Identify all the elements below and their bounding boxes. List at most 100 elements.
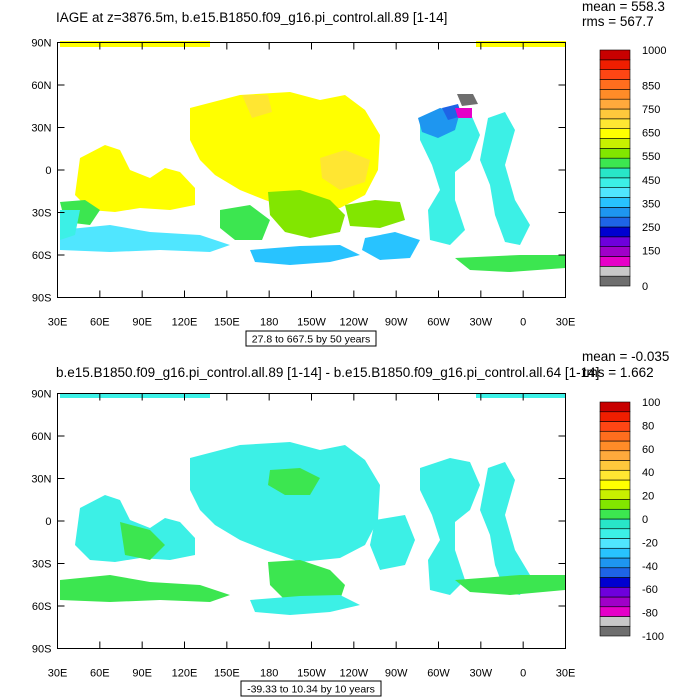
colorbar-swatch: [599, 508, 631, 520]
atlantic-region: [420, 458, 480, 595]
y-tick-label: 90S: [32, 644, 52, 656]
southern-ocean-east: [362, 232, 420, 260]
atlantic-grey-patch: [457, 94, 478, 106]
southern-ocean-mid: [250, 245, 360, 265]
colorbar-label: 150: [642, 246, 660, 258]
colorbar: 100 80 60 40 20 0 -20 -40 -60 -80 -100: [599, 397, 664, 643]
colorbar-swatch: [599, 430, 631, 442]
colorbar-swatch: [599, 518, 631, 530]
y-tick-label: 30S: [32, 559, 52, 571]
colorbar-swatch: [599, 547, 631, 559]
colorbar-swatch: [599, 596, 631, 608]
colorbar-swatch: [599, 108, 631, 120]
colorbar-swatch: [599, 421, 631, 432]
colorbar-swatch: [599, 167, 631, 179]
panel-top: IAGE at z=3876.5m, b.e15.B1850.f09_g16.p…: [31, 0, 666, 347]
y-ticks: 90N 60N 30N 0 30S 60S 90S: [31, 389, 566, 656]
map-field: [60, 41, 566, 272]
colorbar-label: 550: [642, 151, 660, 163]
colorbar-swatch: [599, 118, 631, 129]
colorbar-swatch: [599, 275, 631, 287]
y-tick-label: 0: [45, 165, 51, 177]
colorbar-swatch: [599, 557, 631, 569]
colorbar-swatch: [599, 528, 631, 539]
y-tick-label: 60S: [32, 601, 52, 613]
pacific-orange-north: [242, 95, 272, 118]
colorbar-swatch: [599, 489, 631, 500]
x-tick-label: 60E: [90, 668, 110, 680]
colorbar-label: 750: [642, 104, 660, 116]
contour-info: -39.33 to 10.34 by 10 years: [247, 684, 375, 696]
colorbar-label: 650: [642, 128, 660, 140]
rms-stat: rms = 1.662: [582, 365, 654, 380]
colorbar-swatch: [599, 401, 631, 413]
colorbar-swatch: [599, 606, 631, 617]
atlantic-region-east: [480, 112, 530, 245]
x-tick-label: 150E: [214, 317, 240, 329]
colorbar-label: 250: [642, 222, 660, 234]
x-tick-label: 60E: [90, 317, 110, 329]
arctic-strip-east: [476, 393, 566, 398]
colorbar-swatch: [599, 177, 631, 188]
y-tick-label: 60N: [31, 431, 51, 443]
x-tick-label: 60W: [427, 317, 450, 329]
atlantic-region: [420, 108, 480, 245]
green-band-central: [268, 560, 345, 606]
colorbar-label: 0: [642, 281, 648, 293]
colorbar-label: -80: [642, 608, 658, 620]
colorbar-label: 350: [642, 198, 660, 210]
colorbar-swatch: [599, 450, 631, 461]
x-tick-label: 30E: [48, 317, 68, 329]
colorbar-swatch: [599, 499, 631, 510]
colorbar-swatch: [599, 128, 631, 139]
colorbar-swatch: [599, 207, 631, 218]
green-band-south: [220, 205, 270, 240]
x-tick-label: 120W: [339, 317, 368, 329]
green-band-central: [268, 190, 345, 238]
southern-ocean-band: [60, 225, 230, 252]
colorbar-swatch: [599, 469, 631, 481]
colorbar-label: -40: [642, 561, 658, 573]
mean-stat: mean = -0.035: [582, 349, 669, 364]
x-tick-label: 120E: [172, 317, 198, 329]
colorbar: 1000 850 750 650 550 450 350 250 150 0: [599, 45, 666, 293]
east-pacific-region: [370, 515, 415, 570]
y-ticks: 90N 60N 30N 0 30S 60S 90S: [31, 38, 566, 305]
x-tick-label: 30W: [470, 668, 493, 680]
colorbar-label: 20: [642, 491, 654, 503]
y-tick-label: 60S: [32, 250, 52, 262]
x-tick-label: 30E: [556, 668, 576, 680]
colorbar-swatch: [599, 577, 631, 588]
x-ticks: 30E 60E 90E 120E 150E 180 150W 120W 90W 60W 30W 0 30…: [48, 393, 576, 680]
pacific-green-patch: [268, 468, 320, 495]
green-band-atlantic: [455, 255, 565, 272]
x-tick-label: 90E: [132, 317, 152, 329]
x-ticks: 30E 60E 90E 120E 150E 180 150W 120W 90W 60W 30W 0 30…: [48, 42, 576, 329]
colorbar-swatch: [599, 138, 631, 149]
colorbar-label: -100: [642, 631, 664, 643]
colorbar-swatch: [599, 479, 631, 491]
contour-info: 27.8 to 667.5 by 50 years: [252, 334, 371, 346]
atlantic-green-patch: [455, 575, 565, 595]
indian-cyan-patch: [60, 210, 80, 240]
x-tick-label: 150W: [297, 317, 326, 329]
colorbar-label: -60: [642, 584, 658, 596]
southern-ocean-band: [60, 575, 230, 602]
x-tick-label: 90E: [132, 668, 152, 680]
colorbar-swatch: [599, 157, 631, 169]
contour-info-box: [245, 330, 377, 347]
x-tick-label: 30E: [556, 317, 576, 329]
atlantic-region-east: [480, 462, 530, 595]
colorbar-label: 450: [642, 175, 660, 187]
y-tick-label: 90N: [31, 389, 51, 401]
arctic-strip-west: [60, 393, 210, 398]
colorbar-swatch: [599, 266, 631, 277]
panel-title: IAGE at z=3876.5m, b.e15.B1850.f09_g16.p…: [56, 10, 447, 25]
pacific-region: [190, 442, 380, 562]
map-field: [60, 393, 566, 615]
colorbar-swatch: [599, 148, 631, 159]
colorbar-swatch: [599, 538, 631, 549]
colorbar-label: 40: [642, 467, 654, 479]
colorbar-swatch: [599, 187, 631, 198]
x-tick-label: 150W: [297, 668, 326, 680]
